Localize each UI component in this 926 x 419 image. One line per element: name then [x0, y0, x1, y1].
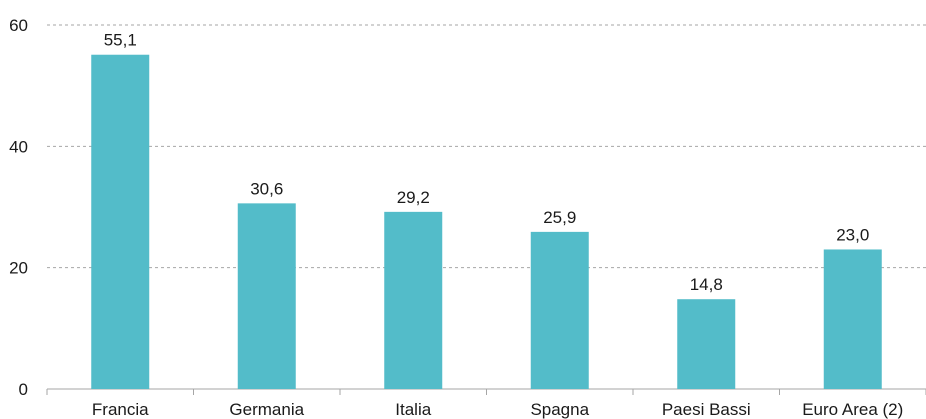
category-label: Francia	[92, 400, 149, 419]
bar	[530, 231, 589, 389]
bar	[823, 249, 882, 389]
y-tick-label: 40	[9, 137, 28, 156]
category-label: Paesi Bassi	[662, 400, 751, 419]
gridlines	[46, 24, 926, 395]
bars	[91, 54, 882, 390]
data-label: 29,2	[397, 188, 430, 207]
y-tick-label: 20	[9, 259, 28, 278]
data-label: 30,6	[250, 179, 283, 198]
data-label: 23,0	[836, 225, 869, 244]
category-label: Italia	[395, 400, 431, 419]
data-label: 25,9	[543, 208, 576, 227]
category-label: Spagna	[530, 400, 589, 419]
bar	[677, 299, 736, 389]
y-tick-label: 0	[19, 380, 28, 399]
data-labels: 55,1 30,6 29,2 25,9 14,8 23,0	[104, 31, 870, 294]
y-axis-ticks: 0 20 40 60	[9, 16, 28, 399]
data-label: 55,1	[104, 31, 137, 50]
category-label: Euro Area (2)	[802, 400, 903, 419]
bar	[384, 211, 443, 389]
category-label: Germania	[229, 400, 304, 419]
bar	[91, 54, 150, 390]
x-axis-categories: Francia Germania Italia Spagna Paesi Bassi Eu…	[92, 400, 903, 419]
y-tick-label: 60	[9, 16, 28, 35]
data-label: 14,8	[690, 275, 723, 294]
bar	[237, 203, 296, 389]
